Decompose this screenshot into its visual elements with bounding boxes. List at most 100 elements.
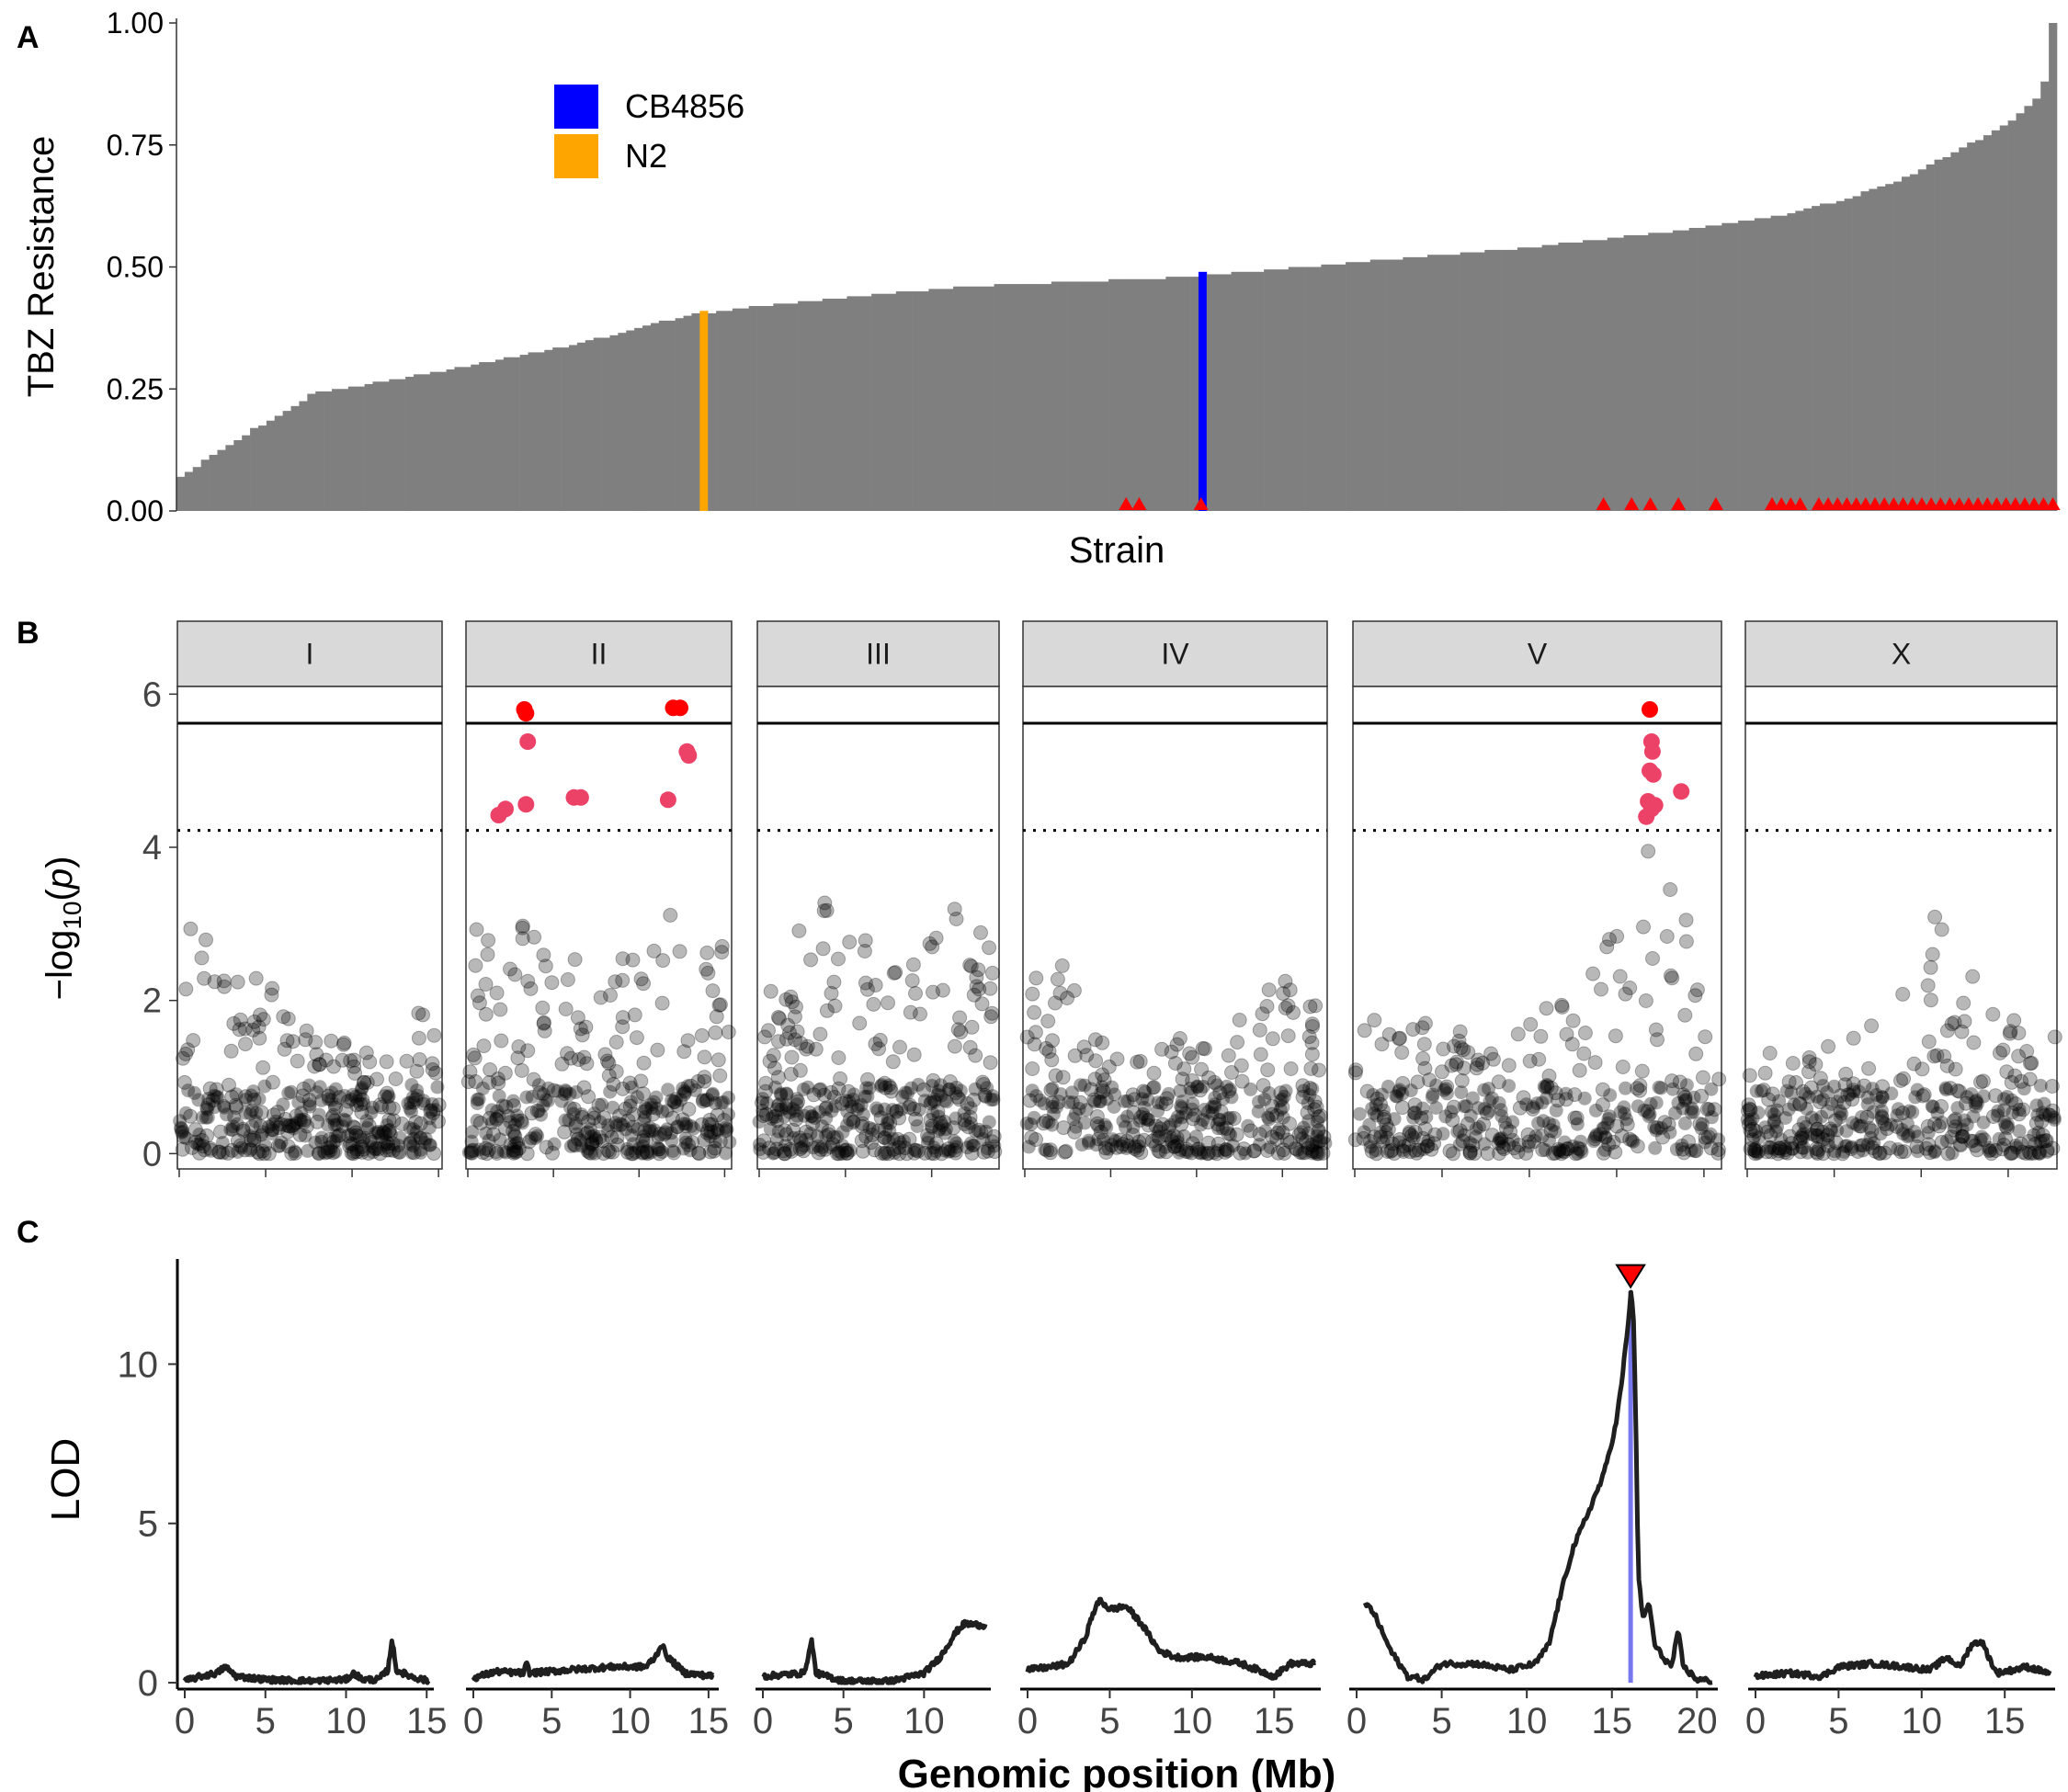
snp-point (425, 1097, 439, 1111)
snp-point (579, 1056, 595, 1072)
snp-point (1255, 1006, 1270, 1022)
snp-point (475, 1145, 491, 1161)
snp-point (374, 1129, 390, 1144)
snp-point (1312, 1134, 1326, 1149)
snp-point (413, 1130, 428, 1146)
snp-point (1446, 1099, 1461, 1115)
snp-point (1457, 1099, 1471, 1114)
snp-point (1767, 1141, 1781, 1156)
strain-bar (1533, 247, 1542, 511)
strain-bar (1002, 284, 1011, 511)
snp-point (964, 1145, 980, 1161)
snp-point (1101, 1059, 1117, 1074)
snp-point (468, 1074, 483, 1089)
snp-point (227, 1110, 242, 1125)
snp-point (828, 1099, 843, 1114)
snp-point (644, 1097, 659, 1112)
snp-point (1407, 1106, 1423, 1121)
snp-point (308, 1035, 324, 1050)
snp-point (347, 1052, 362, 1068)
snp-point (854, 1097, 869, 1112)
strain-bar (1909, 174, 1919, 512)
snp-point (806, 1140, 821, 1155)
snp-point (1585, 966, 1601, 981)
strain-bar (969, 286, 979, 511)
snp-point (839, 1094, 854, 1108)
snp-point (521, 1134, 537, 1150)
snp-point (348, 1089, 363, 1104)
snp-point (1364, 1143, 1380, 1159)
snp-point (719, 1120, 733, 1135)
snp-point (366, 1145, 381, 1160)
snp-point (962, 958, 978, 973)
snp-point (2012, 1124, 2027, 1139)
snp-point (320, 1140, 335, 1156)
snp-point (1155, 1117, 1170, 1132)
snp-point (678, 1131, 693, 1146)
snp-point (1066, 1111, 1081, 1126)
snp-point (929, 1144, 943, 1159)
strain-bar (576, 342, 586, 511)
snp-point (381, 1142, 397, 1158)
snp-point (403, 1121, 417, 1135)
snp-point (1229, 1127, 1244, 1142)
snp-point (647, 1123, 662, 1138)
c-x-tick-label: 5 (541, 1701, 562, 1741)
snp-point (295, 1088, 311, 1104)
snp-point (1041, 1115, 1056, 1129)
strain-bar (601, 337, 610, 511)
snp-point (1296, 1083, 1311, 1098)
snp-point (1520, 1127, 1536, 1142)
strain-bar (1934, 159, 1943, 511)
snp-point (1120, 1109, 1135, 1124)
snp-point (408, 1092, 424, 1107)
snp-point (1265, 1106, 1280, 1122)
facet-chr-II: II (460, 620, 737, 1177)
snp-point (365, 1134, 380, 1150)
snp-point (651, 1129, 665, 1144)
snp-point (629, 1030, 644, 1046)
snp-point (560, 972, 575, 987)
snp-point (226, 1015, 242, 1031)
snp-point (1256, 1078, 1271, 1094)
snp-point (676, 1082, 690, 1095)
snp-point (1151, 1143, 1166, 1159)
snp-point (430, 1080, 445, 1094)
snp-point (1113, 1139, 1129, 1154)
snp-point (353, 1096, 369, 1112)
snp-point (365, 1140, 380, 1154)
strain-bar (1680, 230, 1689, 511)
snp-point (569, 1085, 584, 1099)
snp-point (472, 995, 487, 1011)
snp-point (426, 1146, 442, 1162)
snp-point (987, 1139, 1002, 1153)
c-x-tick-label: 5 (1431, 1701, 1451, 1741)
snp-point (324, 1085, 339, 1100)
snp-point (287, 1117, 301, 1132)
snp-point (296, 1115, 312, 1130)
snp-point (1910, 1083, 1925, 1097)
triangle-marker (1886, 497, 1902, 510)
snp-point (1109, 1051, 1125, 1067)
snp-point (934, 1146, 949, 1162)
snp-point (1852, 1119, 1867, 1134)
snp-point (414, 1142, 428, 1157)
snp-point (191, 1145, 207, 1161)
snp-point (245, 1022, 261, 1038)
strain-bar (1656, 233, 1665, 511)
snp-point (1554, 997, 1570, 1013)
snp-point (1082, 1136, 1096, 1151)
snp-point (370, 1125, 385, 1139)
snp-point (1146, 1065, 1162, 1081)
snp-point (841, 1083, 857, 1099)
snp-point (257, 1139, 272, 1152)
snp-point (1048, 1068, 1063, 1083)
snp-point (1347, 1065, 1363, 1081)
strain-bar (1501, 249, 1510, 511)
snp-point (250, 1144, 266, 1160)
strain-bar (1256, 271, 1265, 511)
snp-point (256, 1060, 271, 1075)
snp-point (947, 1038, 962, 1054)
snp-point (790, 1108, 804, 1123)
snp-point (359, 1114, 374, 1129)
